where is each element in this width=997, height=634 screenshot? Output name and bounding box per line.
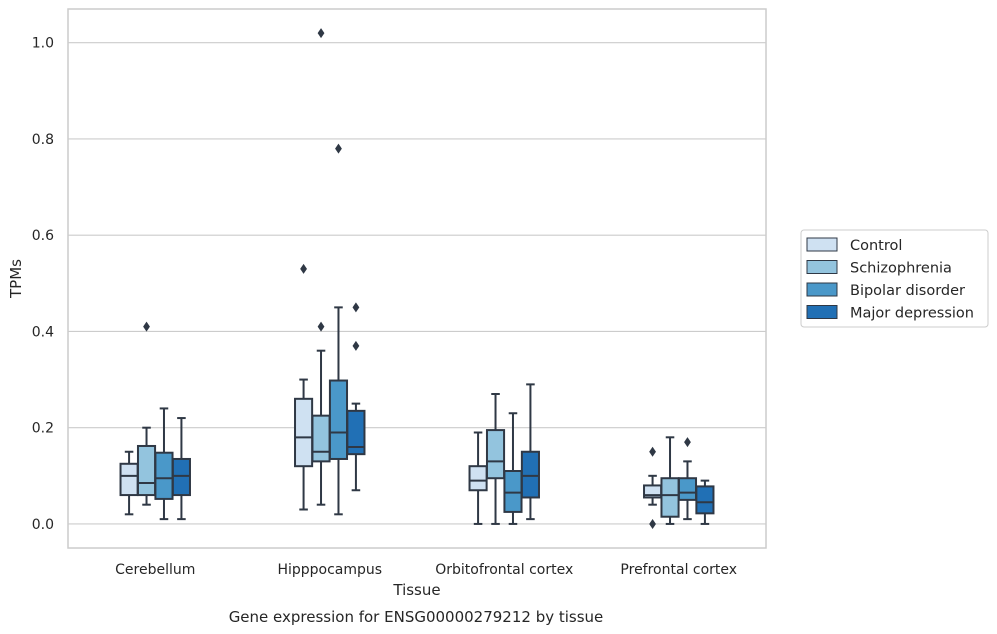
legend: Control Schizophrenia Bipolar disorder Majo… xyxy=(800,229,989,328)
outlier-point xyxy=(300,263,307,274)
box-control xyxy=(468,431,488,525)
box-body xyxy=(328,379,349,460)
box-major-depression xyxy=(171,417,191,521)
box-body xyxy=(171,457,191,497)
outlier-point xyxy=(684,437,691,448)
x-tick-label: Cerebellum xyxy=(115,562,195,578)
box-schizophrenia xyxy=(485,393,506,525)
legend-item-schizophrenia: Schizophrenia xyxy=(806,260,952,277)
y-tick-label: 0.6 xyxy=(32,228,54,244)
box-major-depression xyxy=(695,479,715,525)
box-groups xyxy=(119,28,715,529)
outlier-point xyxy=(143,321,150,332)
legend-label: Schizophrenia xyxy=(850,261,952,277)
box-schizophrenia xyxy=(660,436,680,525)
outlier-point xyxy=(335,143,342,154)
x-tick-label: Hipppocampus xyxy=(277,562,382,578)
box-group-prefrontal-cortex xyxy=(643,436,715,529)
box-body xyxy=(154,451,174,500)
y-axis-title: TPMs xyxy=(7,259,25,299)
legend-swatch xyxy=(806,282,838,297)
legend-swatch xyxy=(806,260,838,274)
y-tick-label: 0.4 xyxy=(32,324,54,340)
y-tick-label: 1.0 xyxy=(32,36,54,52)
x-tick-label: Orbitofrontal cortex xyxy=(435,562,573,578)
box-group-cerebellum xyxy=(119,321,191,521)
box-body xyxy=(695,485,715,515)
box-bipolar-disorder xyxy=(328,143,349,516)
legend-label: Bipolar disorder xyxy=(850,283,965,299)
box-bipolar-disorder xyxy=(503,412,523,525)
outlier-point xyxy=(317,28,325,39)
x-axis-ticks: Cerebellum Hipppocampus Orbitofrontal cort… xyxy=(115,562,737,578)
box-body xyxy=(468,465,488,492)
box-group-orbitofrontal-cortex xyxy=(468,383,540,525)
box-bipolar-disorder xyxy=(154,407,174,521)
box-body xyxy=(346,409,366,456)
box-body xyxy=(520,450,540,499)
outlier-point xyxy=(352,340,360,351)
outlier-point xyxy=(352,302,360,313)
y-tick-label: 0.0 xyxy=(32,517,54,533)
outlier-point xyxy=(317,321,325,332)
box-bipolar-disorder xyxy=(677,437,698,521)
legend-swatch xyxy=(806,237,838,252)
box-body xyxy=(677,477,698,501)
plot-frame xyxy=(67,8,767,549)
y-tick-label: 0.2 xyxy=(32,421,54,437)
x-axis-title: Tissue xyxy=(392,581,440,599)
legend-item-major-depression: Major depression xyxy=(806,305,974,322)
box-control xyxy=(294,263,314,511)
box-major-depression xyxy=(346,302,366,492)
box-body xyxy=(311,414,331,463)
box-body xyxy=(294,397,314,468)
box-schizophrenia xyxy=(136,321,157,506)
legend-item-bipolar-disorder: Bipolar disorder xyxy=(806,282,965,299)
box-control xyxy=(643,446,663,529)
chart-caption: Gene expression for ENSG00000279212 by t… xyxy=(229,608,604,626)
box-major-depression xyxy=(520,383,540,521)
y-tick-label: 0.8 xyxy=(32,132,54,148)
box-body xyxy=(136,444,157,497)
box-body xyxy=(485,429,506,480)
legend-item-control: Control xyxy=(806,237,902,254)
legend-label: Control xyxy=(850,238,902,254)
outlier-point xyxy=(649,446,656,457)
box-body xyxy=(660,477,680,518)
x-tick-label: Prefrontal cortex xyxy=(620,562,737,578)
box-schizophrenia xyxy=(311,28,331,506)
box-body xyxy=(503,470,523,513)
legend-frame xyxy=(800,229,989,328)
box-group-hipppocampus xyxy=(294,28,366,516)
legend-swatch xyxy=(806,305,838,319)
box-control xyxy=(119,450,139,516)
outlier-point xyxy=(649,518,656,529)
legend-label: Major depression xyxy=(850,306,974,322)
y-axis-ticks: 0.0 0.2 0.4 0.6 0.8 1.0 xyxy=(32,36,54,533)
box-body xyxy=(119,462,139,497)
